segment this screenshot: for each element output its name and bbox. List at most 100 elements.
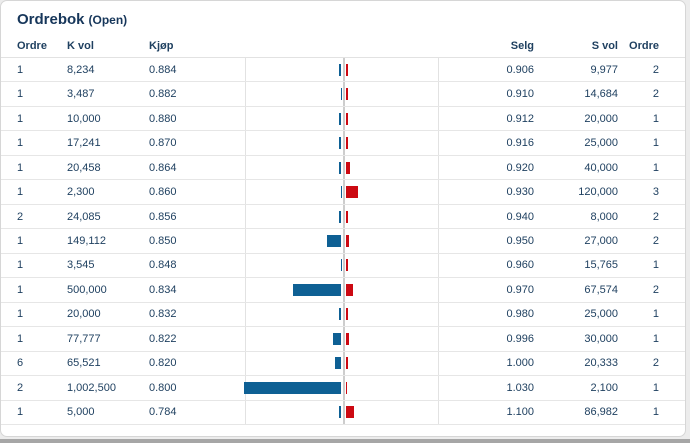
sell-orders-cell: 2 xyxy=(652,88,659,101)
orderbook-row[interactable]: 2 24,085 0.856 0.940 8,000 2 xyxy=(1,204,685,230)
sell-volume-cell: 27,000 xyxy=(584,234,618,247)
buy-volume-bar xyxy=(339,406,341,419)
center-axis-line xyxy=(343,376,345,400)
ask-price-cell: 0.906 xyxy=(506,63,534,76)
sell-volume-bar xyxy=(346,381,347,394)
sell-orders-cell: 1 xyxy=(652,112,659,125)
ask-price-cell: 0.930 xyxy=(506,186,534,199)
sell-orders-cell: 1 xyxy=(652,332,659,345)
ask-price-cell: 0.912 xyxy=(506,112,534,125)
center-axis-line xyxy=(343,180,345,204)
sell-volume-cell: 25,000 xyxy=(584,308,618,321)
buy-orders-cell: 2 xyxy=(17,210,24,223)
buy-volume-cell: 17,241 xyxy=(67,137,101,150)
depth-chart-cell xyxy=(245,327,439,351)
ask-price-cell: 0.916 xyxy=(506,137,534,150)
sell-orders-cell: 2 xyxy=(652,234,659,247)
buy-orders-cell: 1 xyxy=(17,308,24,321)
ask-price-cell: 1.030 xyxy=(506,381,534,394)
bid-price-cell: 0.870 xyxy=(149,137,177,150)
sell-volume-cell: 20,000 xyxy=(584,112,618,125)
sell-volume-bar xyxy=(346,186,358,199)
panel-title: Ordrebok (Open) xyxy=(17,11,127,29)
panel-title-status: (Open) xyxy=(88,13,128,27)
sell-orders-cell: 2 xyxy=(652,357,659,370)
buy-volume-cell: 20,000 xyxy=(67,308,101,321)
depth-chart-cell xyxy=(245,131,439,155)
sell-volume-cell: 15,765 xyxy=(584,259,618,272)
sell-volume-bar xyxy=(346,234,349,247)
orderbook-row[interactable]: 1 17,241 0.870 0.916 25,000 1 xyxy=(1,131,685,156)
bid-price-cell: 0.856 xyxy=(149,210,177,223)
orderbook-row[interactable]: 2 1,002,500 0.800 1.030 2,100 1 xyxy=(1,376,685,401)
depth-chart-cell xyxy=(245,278,439,302)
buy-volume-cell: 149,112 xyxy=(67,234,106,247)
page-bottom-divider xyxy=(0,439,690,443)
orderbook-header-row: Ordre K vol Kjøp Selg S vol Ordre xyxy=(1,40,685,52)
sell-volume-bar xyxy=(346,259,348,272)
buy-volume-bar xyxy=(244,381,341,394)
sell-volume-bar xyxy=(346,88,348,101)
sell-volume-bar xyxy=(346,332,349,345)
orderbook-row[interactable]: 1 5,000 0.784 1.100 86,982 1 xyxy=(1,400,685,425)
center-axis-line xyxy=(343,351,345,376)
buy-volume-cell: 65,521 xyxy=(67,357,101,370)
depth-chart-cell xyxy=(245,180,439,204)
orderbook-row[interactable]: 1 77,777 0.822 0.996 30,000 1 xyxy=(1,327,685,352)
bid-price-cell: 0.832 xyxy=(149,308,177,321)
depth-chart-cell xyxy=(245,229,439,253)
column-header-buy-volume: K vol xyxy=(67,40,94,52)
buy-orders-cell: 1 xyxy=(17,234,24,247)
orderbook-row[interactable]: 1 20,000 0.832 0.980 25,000 1 xyxy=(1,302,685,328)
orderbook-row[interactable]: 1 500,000 0.834 0.970 67,574 2 xyxy=(1,278,685,303)
depth-chart-cell xyxy=(245,106,439,131)
bid-price-cell: 0.882 xyxy=(149,88,177,101)
buy-orders-cell: 1 xyxy=(17,283,24,296)
center-axis-line xyxy=(343,58,345,82)
bid-price-cell: 0.864 xyxy=(149,161,177,174)
buy-volume-bar xyxy=(339,137,341,150)
orderbook-row[interactable]: 1 2,300 0.860 0.930 120,000 3 xyxy=(1,180,685,205)
column-header-bid-price: Kjøp xyxy=(149,40,174,52)
buy-orders-cell: 1 xyxy=(17,259,24,272)
center-axis-line xyxy=(343,155,345,180)
orderbook-row[interactable]: 1 10,000 0.880 0.912 20,000 1 xyxy=(1,106,685,132)
buy-orders-cell: 1 xyxy=(17,186,24,199)
depth-chart-cell xyxy=(245,351,439,376)
orderbook-row[interactable]: 1 3,545 0.848 0.960 15,765 1 xyxy=(1,253,685,279)
buy-orders-cell: 2 xyxy=(17,381,24,394)
buy-volume-cell: 5,000 xyxy=(67,406,95,419)
column-header-buy-orders: Ordre xyxy=(17,40,47,52)
orderbook-row[interactable]: 1 149,112 0.850 0.950 27,000 2 xyxy=(1,229,685,254)
bid-price-cell: 0.850 xyxy=(149,234,177,247)
buy-volume-bar xyxy=(339,161,341,174)
depth-chart-cell xyxy=(245,204,439,229)
buy-orders-cell: 1 xyxy=(17,332,24,345)
ask-price-cell: 0.996 xyxy=(506,332,534,345)
orderbook-row[interactable]: 1 3,487 0.882 0.910 14,684 2 xyxy=(1,82,685,107)
depth-chart-cell xyxy=(245,302,439,327)
buy-volume-cell: 500,000 xyxy=(67,283,107,296)
orderbook-row[interactable]: 1 20,458 0.864 0.920 40,000 1 xyxy=(1,155,685,181)
depth-chart-cell xyxy=(245,155,439,180)
column-header-sell-orders: Ordre xyxy=(629,40,659,52)
depth-chart-cell xyxy=(245,82,439,106)
orderbook-row[interactable]: 6 65,521 0.820 1.000 20,333 2 xyxy=(1,351,685,377)
sell-volume-bar xyxy=(346,308,349,321)
ask-price-cell: 0.940 xyxy=(506,210,534,223)
buy-volume-cell: 2,300 xyxy=(67,186,95,199)
sell-orders-cell: 2 xyxy=(652,283,659,296)
sell-volume-cell: 8,000 xyxy=(590,210,618,223)
sell-orders-cell: 1 xyxy=(652,259,659,272)
orderbook-row[interactable]: 1 8,234 0.884 0.906 9,977 2 xyxy=(1,58,685,83)
sell-volume-cell: 14,684 xyxy=(584,88,618,101)
buy-volume-cell: 10,000 xyxy=(67,112,101,125)
buy-volume-cell: 8,234 xyxy=(67,63,95,76)
sell-volume-bar xyxy=(346,161,350,174)
sell-orders-cell: 2 xyxy=(652,210,659,223)
buy-volume-cell: 20,458 xyxy=(67,161,101,174)
buy-orders-cell: 6 xyxy=(17,357,24,370)
panel-title-text: Ordrebok xyxy=(17,11,85,28)
sell-volume-bar xyxy=(346,357,348,370)
